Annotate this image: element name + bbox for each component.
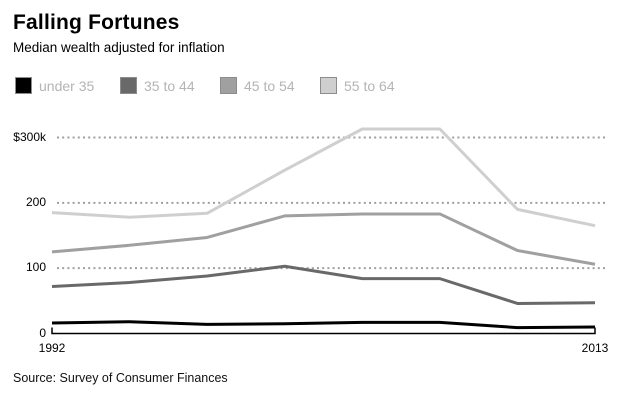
y-axis-tick-label: 200 <box>25 194 46 209</box>
legend-item-45-to-54: 45 to 54 <box>220 77 295 94</box>
y-axis-tick-label: 0 <box>39 325 46 340</box>
legend-swatch-45-to-54 <box>220 77 237 94</box>
chart-subtitle: Median wealth adjusted for inflation <box>13 40 225 55</box>
legend-swatch-under-35 <box>15 77 32 94</box>
chart-title: Falling Fortunes <box>13 11 180 34</box>
legend-swatch-55-to-64 <box>320 77 337 94</box>
x-axis-tick-label-start: 1992 <box>38 341 66 355</box>
line-under-35 <box>51 320 596 330</box>
legend-label: 35 to 44 <box>144 77 195 94</box>
line-35-to-44 <box>51 264 596 305</box>
source-credit: Source: Survey of Consumer Finances <box>13 371 228 385</box>
line-45-to-54 <box>51 212 596 266</box>
legend-item-55-to-64: 55 to 64 <box>320 77 395 94</box>
legend-item-35-to-44: 35 to 44 <box>120 77 195 94</box>
x-axis-line <box>51 327 596 335</box>
legend-swatch-35-to-44 <box>120 77 137 94</box>
legend-item-under-35: under 35 <box>15 77 94 94</box>
legend-label: 55 to 64 <box>344 77 395 94</box>
y-axis-tick-label: $300k <box>13 129 46 144</box>
legend-label: under 35 <box>39 77 95 94</box>
line-55-to-64 <box>51 127 596 228</box>
x-axis-tick-label-end: 2013 <box>581 341 609 355</box>
y-axis-tick-label: 100 <box>25 260 46 275</box>
legend: under 35 35 to 44 45 to 54 55 to 64 <box>0 77 630 97</box>
legend-label: 45 to 54 <box>244 77 295 94</box>
